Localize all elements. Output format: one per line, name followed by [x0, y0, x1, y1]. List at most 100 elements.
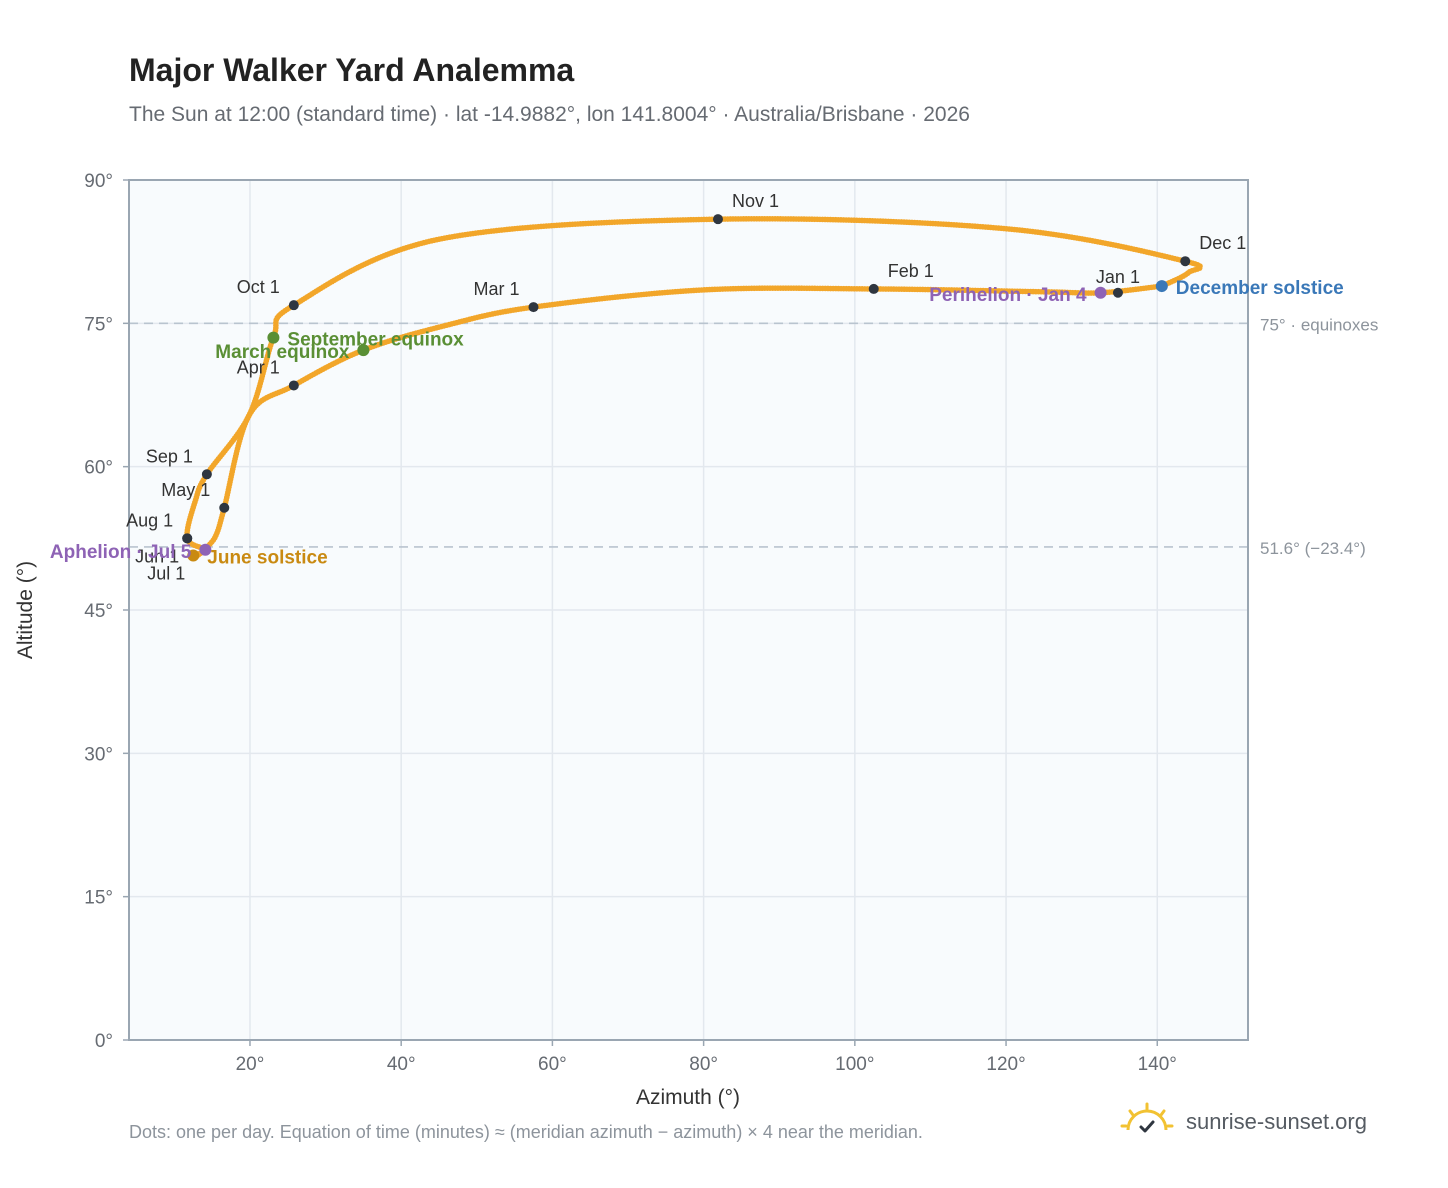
daily-dot — [911, 219, 918, 226]
brand[interactable]: sunrise-sunset.org — [1120, 1100, 1367, 1144]
daily-dot — [651, 217, 657, 224]
daily-dot — [1008, 226, 1015, 233]
daily-dot — [1067, 289, 1073, 296]
brand-name[interactable]: sunrise-sunset.org — [1186, 1109, 1367, 1134]
daily-dot — [1092, 238, 1098, 245]
daily-dot — [935, 221, 942, 227]
daily-dot — [456, 319, 463, 325]
daily-dot — [280, 387, 287, 394]
daily-dot — [418, 240, 425, 247]
daily-dot — [200, 477, 207, 484]
daily-dot — [1019, 288, 1026, 295]
daily-dot — [646, 291, 652, 297]
daily-dot — [485, 228, 492, 235]
daily-dot — [824, 216, 831, 223]
daily-dot — [484, 312, 491, 318]
event-marker-label: March equinox — [215, 342, 350, 363]
daily-dot — [235, 431, 241, 437]
daily-dot — [491, 228, 497, 234]
daily-dot — [482, 312, 488, 319]
daily-dot — [219, 512, 226, 519]
daily-dot — [285, 385, 292, 392]
daily-dot — [806, 216, 813, 222]
daily-dot — [204, 470, 211, 477]
daily-dot — [358, 348, 364, 354]
daily-dot — [295, 299, 302, 306]
daily-dot — [856, 286, 863, 292]
daily-dot — [1171, 255, 1178, 262]
daily-dot — [515, 306, 522, 313]
daily-dot — [1046, 289, 1052, 295]
daily-dot — [643, 218, 649, 224]
daily-dot — [1189, 260, 1196, 266]
daily-dot — [861, 217, 868, 224]
daily-dot — [453, 319, 460, 326]
daily-dot — [919, 286, 926, 293]
daily-dot — [1128, 245, 1135, 252]
daily-dot — [1001, 288, 1008, 294]
daily-dot — [228, 439, 235, 446]
daily-dot — [223, 494, 230, 501]
daily-dot — [338, 356, 345, 363]
daily-dot — [756, 215, 763, 222]
daily-dot — [1074, 235, 1080, 241]
daily-dot — [875, 286, 881, 292]
daily-dot — [851, 217, 857, 224]
daily-dot — [838, 285, 844, 292]
daily-dot — [735, 285, 742, 292]
daily-dot — [185, 537, 191, 544]
daily-dot — [938, 286, 944, 293]
daily-dot — [252, 398, 258, 405]
daily-dot — [395, 247, 402, 254]
daily-dot — [706, 286, 713, 293]
daily-dot — [350, 351, 357, 357]
daily-dot — [582, 220, 589, 227]
daily-dot — [646, 218, 652, 224]
month-marker-dot — [201, 469, 212, 480]
daily-dot — [347, 268, 354, 275]
daily-dot — [599, 295, 605, 302]
daily-dot — [1119, 288, 1126, 294]
daily-dot — [225, 489, 231, 496]
daily-dot — [221, 504, 228, 511]
daily-dot — [711, 216, 718, 223]
daily-dot — [578, 298, 584, 304]
daily-dot — [1033, 288, 1039, 295]
daily-dot — [677, 217, 684, 223]
event-marker-dot — [1094, 286, 1107, 299]
daily-dot — [846, 285, 852, 292]
daily-dot — [184, 530, 190, 536]
daily-dot — [200, 549, 206, 556]
daily-dot — [793, 216, 799, 222]
daily-dot — [249, 405, 255, 412]
daily-dot — [266, 393, 272, 400]
daily-dot — [238, 430, 245, 437]
daily-dot — [935, 286, 942, 293]
daily-dot — [308, 372, 315, 379]
daily-dot — [819, 216, 826, 223]
daily-dot — [769, 216, 776, 222]
daily-dot — [711, 286, 718, 293]
daily-dot — [364, 260, 370, 266]
daily-dot — [603, 219, 610, 226]
daily-dot — [469, 315, 475, 322]
daily-dot — [869, 218, 876, 224]
daily-dot — [385, 251, 392, 257]
event-marker-label: Perihelion · Jan 4 — [929, 285, 1087, 306]
daily-dot — [248, 408, 254, 414]
daily-dot — [740, 216, 747, 222]
daily-dot — [487, 311, 493, 318]
daily-dot — [1197, 263, 1203, 269]
daily-dot — [194, 491, 200, 498]
daily-dot — [345, 269, 351, 276]
daily-dot — [313, 370, 319, 376]
daily-dot — [291, 302, 297, 308]
daily-dot — [242, 420, 248, 426]
daily-dot — [722, 286, 729, 292]
daily-dot — [1118, 243, 1124, 250]
daily-dot — [244, 415, 251, 422]
daily-dot — [1075, 290, 1081, 296]
daily-dot — [1177, 257, 1183, 263]
month-marker-label: Aug 1 — [126, 510, 173, 530]
